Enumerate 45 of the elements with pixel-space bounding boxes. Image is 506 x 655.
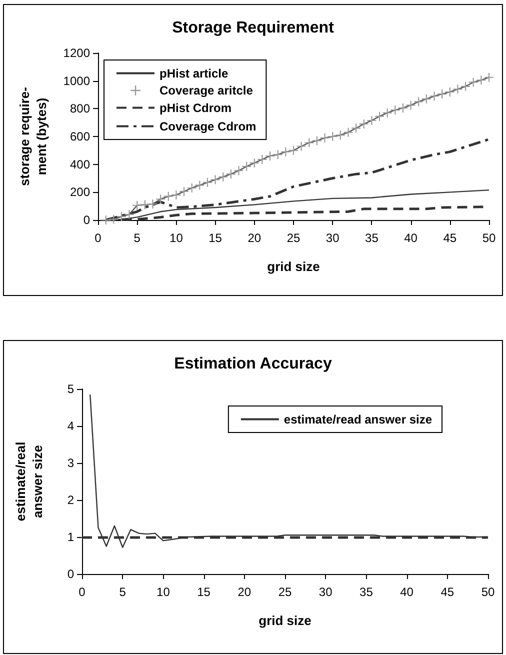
x-tick-label: 40 [404,231,418,245]
y-tick-label: 4 [67,419,74,433]
x-tick-label: 10 [170,231,184,245]
x-tick-label: 0 [94,231,102,245]
x-axis-title: grid size [267,259,320,274]
x-tick-label: 25 [278,585,292,599]
chart-title: Storage Requirement [172,20,335,36]
y-axis-title: storage require- ment (bytes) [17,87,49,186]
x-tick-label: 5 [134,231,141,245]
y-tick-label: 3 [67,456,74,470]
legend-label: Coverage aritcle [160,84,254,98]
x-tick-label: 30 [318,585,333,599]
x-tick-label: 45 [440,585,454,599]
legend-label: Coverage Cdrom [160,119,256,134]
x-tick-label: 10 [156,585,170,599]
y-tick-label: 0 [83,213,90,227]
x-tick-label: 50 [482,231,496,245]
y-axis-title: estimate/real answer size [13,442,45,522]
x-tick-label: 35 [360,585,374,599]
chart-title: Estimation Accuracy [174,356,332,372]
y-tick-label: 1200 [63,46,90,60]
legend-label: pHist article [160,66,229,80]
x-tick-label: 30 [326,231,340,245]
y-tick-label: 0 [67,567,74,581]
x-axis-title: grid size [258,613,312,628]
x-tick-label: 5 [119,585,126,599]
x-tick-label: 40 [400,585,414,599]
y-tick-label: 600 [70,130,90,144]
x-tick-label: 45 [443,231,457,245]
y-tick-label: 2 [67,493,74,507]
x-tick-label: 50 [481,585,495,599]
y-tick-label: 1000 [63,74,90,88]
x-tick-label: 20 [248,231,262,245]
x-tick-label: 35 [365,231,379,245]
y-tick-label: 5 [67,382,74,396]
legend-label: estimate/read answer size [284,412,432,426]
legend-label: pHist Cdrom [160,100,232,115]
x-tick-label: 25 [286,231,300,245]
y-tick-label: 800 [70,102,90,116]
x-tick-label: 20 [238,585,252,599]
y-tick-label: 1 [67,530,74,544]
y-tick-label: 400 [70,157,90,172]
x-tick-label: 15 [208,231,222,245]
x-tick-label: 15 [197,585,211,599]
y-tick-label: 200 [70,185,90,200]
